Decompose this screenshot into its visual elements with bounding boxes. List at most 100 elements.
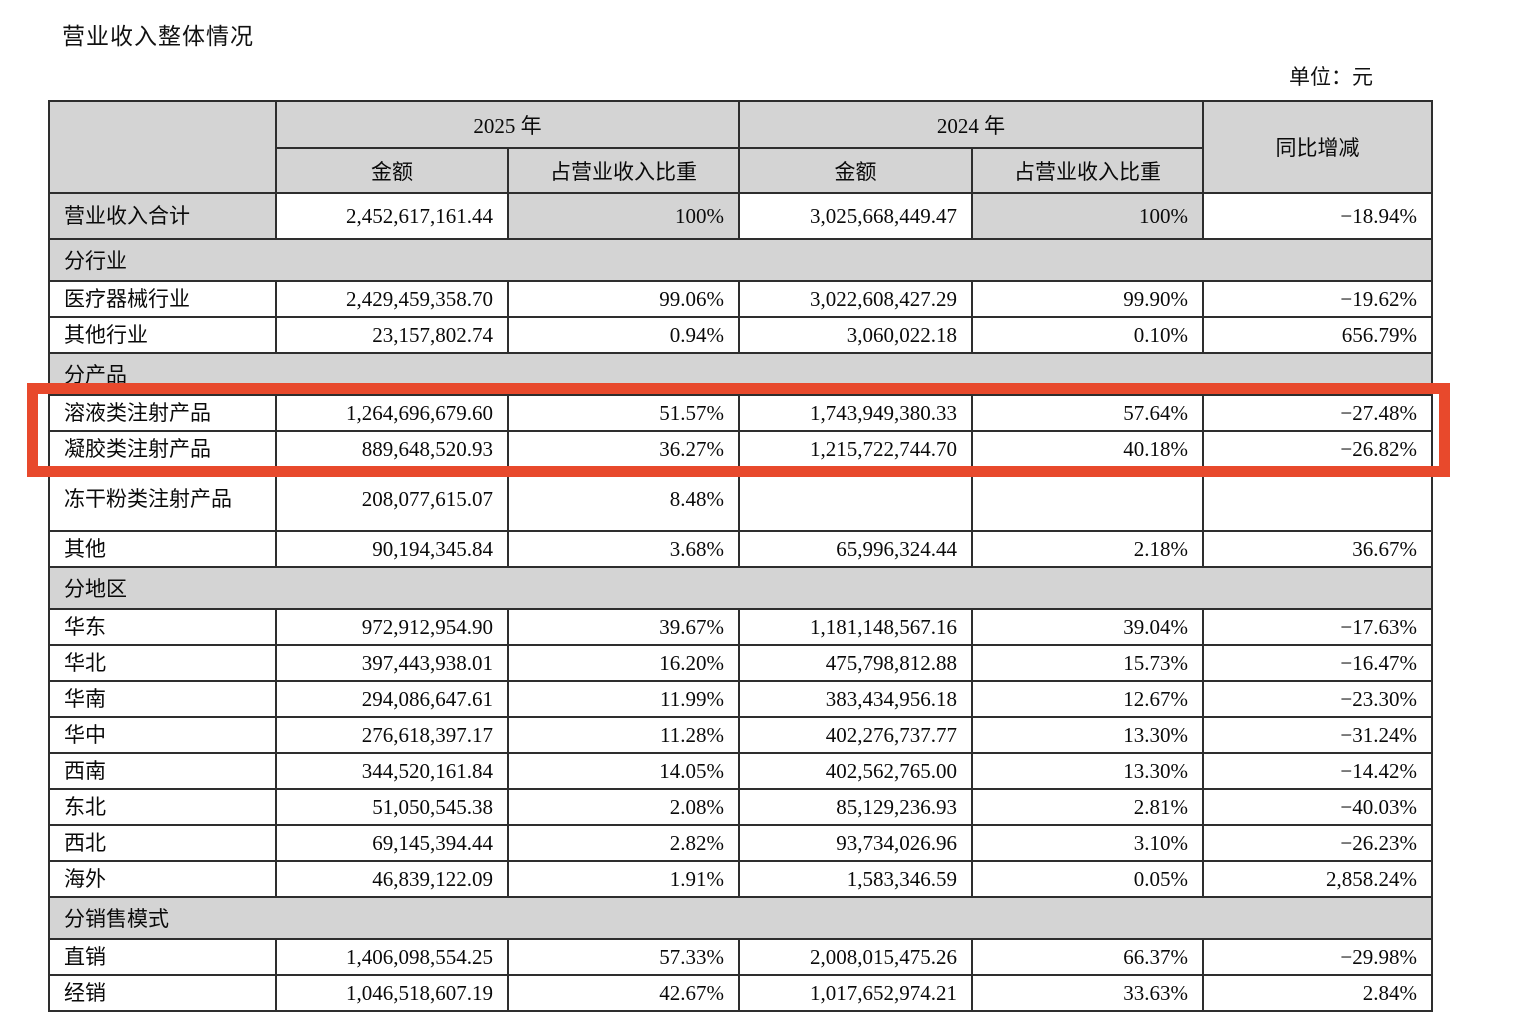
cell-share-2025: 99.06% (507, 280, 740, 318)
cell-share-2024: 0.10% (971, 316, 1204, 354)
cell-amount-2024: 1,215,722,744.70 (738, 430, 973, 468)
cell-amount-2025: 1,406,098,554.25 (275, 938, 509, 976)
cell-share-2024: 39.04% (971, 608, 1204, 646)
table-row-section-by-product: 分产品 (48, 352, 1433, 396)
cell-share-2024: 3.10% (971, 824, 1204, 862)
table-row-gel-injection-products: 凝胶类注射产品 889,648,520.93 36.27% 1,215,722,744… (48, 430, 1433, 468)
cell-share-2024: 99.90% (971, 280, 1204, 318)
cell-share-2024: 15.73% (971, 644, 1204, 682)
cell-amount-2024: 475,798,812.88 (738, 644, 973, 682)
cell-amount-2025: 208,077,615.07 (275, 466, 509, 532)
cell-amount-2024: 1,017,652,974.21 (738, 974, 973, 1012)
cell-amount-2025: 294,086,647.61 (275, 680, 509, 718)
row-label: 经销 (48, 974, 277, 1012)
cell-share-2025: 42.67% (507, 974, 740, 1012)
cell-amount-2025: 889,648,520.93 (275, 430, 509, 468)
cell-amount-2025: 69,145,394.44 (275, 824, 509, 862)
table-row-medical-device-industry: 医疗器械行业 2,429,459,358.70 99.06% 3,022,608,42… (48, 280, 1433, 318)
row-label: 海外 (48, 860, 277, 898)
cell-share-2024: 57.64% (971, 394, 1204, 432)
cell-share-2024: 33.63% (971, 974, 1204, 1012)
cell-share-2025: 16.20% (507, 644, 740, 682)
cell-yoy: 2.84% (1202, 974, 1433, 1012)
cell-yoy: −40.03% (1202, 788, 1433, 826)
table-row-distribution-sales: 经销 1,046,518,607.19 42.67% 1,017,652,974.21… (48, 974, 1433, 1012)
row-label: 医疗器械行业 (48, 280, 277, 318)
cell-share-2025: 1.91% (507, 860, 740, 898)
cell-amount-2024 (738, 466, 973, 532)
table-header: 2025 年 2024 年 同比增减 金额 占营业收入比重 金额 占营业收入比重 (48, 100, 1433, 194)
cell-share-2024: 13.30% (971, 752, 1204, 790)
table-row-lyophilized-powder-injection-products: 冻干粉类注射产品 208,077,615.07 8.48% (48, 466, 1433, 532)
header-row-years: 2025 年 2024 年 同比增减 (48, 100, 1433, 194)
table-row-northeast-china: 东北 51,050,545.38 2.08% 85,129,236.93 2.81% −4… (48, 788, 1433, 826)
row-label: 冻干粉类注射产品 (48, 466, 277, 532)
cell-amount-2024: 383,434,956.18 (738, 680, 973, 718)
cell-amount-2025: 23,157,802.74 (275, 316, 509, 354)
cell-amount-2024: 65,996,324.44 (738, 530, 973, 568)
cell-amount-2025: 46,839,122.09 (275, 860, 509, 898)
table-row-section-by-region: 分地区 (48, 566, 1433, 610)
cell-share-2025: 11.99% (507, 680, 740, 718)
row-label: 溶液类注射产品 (48, 394, 277, 432)
table-row-north-china: 华北 397,443,938.01 16.20% 475,798,812.88 15.7… (48, 644, 1433, 682)
row-label: 其他 (48, 530, 277, 568)
cell-yoy: −19.62% (1202, 280, 1433, 318)
row-label: 西北 (48, 824, 277, 862)
header-yoy: 同比增减 (1202, 100, 1433, 194)
cell-amount-2025: 1,046,518,607.19 (275, 974, 509, 1012)
cell-share-2025: 36.27% (507, 430, 740, 468)
row-label: 东北 (48, 788, 277, 826)
cell-yoy: −26.23% (1202, 824, 1433, 862)
cell-amount-2024: 3,022,608,427.29 (738, 280, 973, 318)
cell-yoy: −29.98% (1202, 938, 1433, 976)
cell-yoy: −31.24% (1202, 716, 1433, 754)
cell-share-2025: 2.82% (507, 824, 740, 862)
cell-amount-2024: 1,743,949,380.33 (738, 394, 973, 432)
header-amount-2025: 金额 (275, 147, 509, 194)
table-row-overseas: 海外 46,839,122.09 1.91% 1,583,346.59 0.05% 2,8… (48, 860, 1433, 898)
cell-yoy: −18.94% (1202, 192, 1433, 240)
table-row-total-revenue: 营业收入合计 2,452,617,161.44 100% 3,025,668,449.… (48, 192, 1433, 240)
cell-share-2025: 2.08% (507, 788, 740, 826)
row-label: 华南 (48, 680, 277, 718)
cell-yoy: −16.47% (1202, 644, 1433, 682)
table-row-southwest-china: 西南 344,520,161.84 14.05% 402,562,765.00 13.3… (48, 752, 1433, 790)
cell-share-2025: 51.57% (507, 394, 740, 432)
table-body: 营业收入合计 2,452,617,161.44 100% 3,025,668,449.… (48, 192, 1433, 1012)
page-title: 营业收入整体情况 (62, 24, 254, 49)
header-amount-2024: 金额 (738, 147, 973, 194)
table-row-northwest-china: 西北 69,145,394.44 2.82% 93,734,026.96 3.10% −2… (48, 824, 1433, 862)
cell-amount-2024: 3,060,022.18 (738, 316, 973, 354)
row-label: 华东 (48, 608, 277, 646)
row-label: 华北 (48, 644, 277, 682)
row-label: 华中 (48, 716, 277, 754)
cell-share-2025: 8.48% (507, 466, 740, 532)
section-label: 分地区 (48, 566, 1433, 610)
cell-amount-2024: 402,276,737.77 (738, 716, 973, 754)
cell-yoy: −26.82% (1202, 430, 1433, 468)
cell-share-2025: 57.33% (507, 938, 740, 976)
header-year-2024: 2024 年 (738, 100, 1204, 149)
cell-yoy: −23.30% (1202, 680, 1433, 718)
cell-amount-2024: 3,025,668,449.47 (738, 192, 973, 240)
cell-amount-2024: 93,734,026.96 (738, 824, 973, 862)
revenue-table: 2025 年 2024 年 同比增减 金额 占营业收入比重 金额 占营业收入比重… (48, 100, 1433, 1012)
cell-share-2024: 40.18% (971, 430, 1204, 468)
cell-amount-2025: 2,429,459,358.70 (275, 280, 509, 318)
section-label: 分产品 (48, 352, 1433, 396)
cell-share-2024: 0.05% (971, 860, 1204, 898)
cell-share-2024: 13.30% (971, 716, 1204, 754)
table-row-south-china: 华南 294,086,647.61 11.99% 383,434,956.18 12.6… (48, 680, 1433, 718)
cell-share-2025: 100% (507, 192, 740, 240)
cell-yoy: 36.67% (1202, 530, 1433, 568)
cell-amount-2024: 2,008,015,475.26 (738, 938, 973, 976)
table-row-other-products: 其他 90,194,345.84 3.68% 65,996,324.44 2.18% 36… (48, 530, 1433, 568)
cell-amount-2024: 1,583,346.59 (738, 860, 973, 898)
table-row-solution-injection-products: 溶液类注射产品 1,264,696,679.60 51.57% 1,743,949,3… (48, 394, 1433, 432)
table-row-section-by-sales-model: 分销售模式 (48, 896, 1433, 940)
cell-yoy: 2,858.24% (1202, 860, 1433, 898)
header-year-2025: 2025 年 (275, 100, 740, 149)
cell-share-2025: 0.94% (507, 316, 740, 354)
cell-amount-2025: 972,912,954.90 (275, 608, 509, 646)
